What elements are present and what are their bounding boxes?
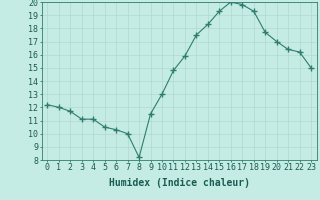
- X-axis label: Humidex (Indice chaleur): Humidex (Indice chaleur): [109, 178, 250, 188]
